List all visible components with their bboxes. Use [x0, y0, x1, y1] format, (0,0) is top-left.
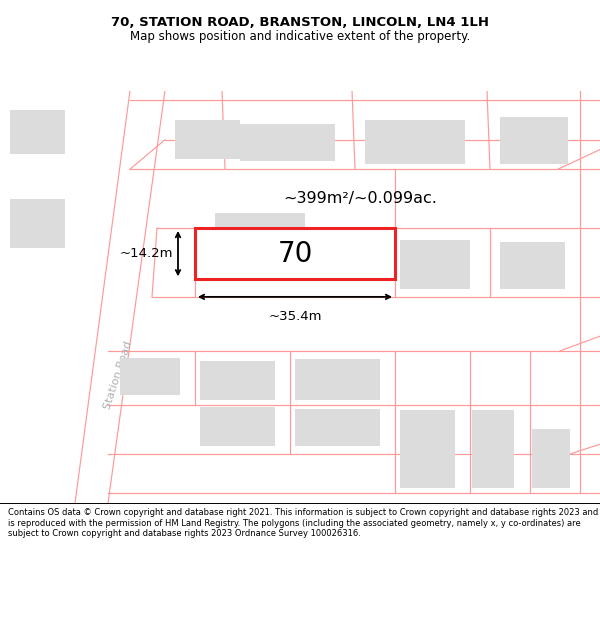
- Bar: [120, 357, 180, 395]
- Bar: [500, 242, 565, 289]
- Text: 70: 70: [277, 239, 313, 268]
- Text: ~35.4m: ~35.4m: [268, 309, 322, 322]
- Bar: [365, 120, 465, 164]
- Bar: [200, 407, 275, 446]
- Bar: [200, 361, 275, 400]
- Bar: [295, 359, 380, 400]
- Text: Station Road: Station Road: [102, 340, 134, 411]
- Bar: [295, 409, 380, 446]
- Bar: [175, 120, 240, 159]
- Bar: [240, 124, 335, 161]
- Bar: [400, 240, 470, 289]
- Bar: [10, 199, 65, 248]
- Text: ~14.2m: ~14.2m: [119, 247, 173, 260]
- Bar: [500, 117, 568, 164]
- Bar: [472, 410, 514, 488]
- Bar: [195, 228, 395, 279]
- Text: 70, STATION ROAD, BRANSTON, LINCOLN, LN4 1LH: 70, STATION ROAD, BRANSTON, LINCOLN, LN4…: [111, 16, 489, 29]
- Polygon shape: [75, 91, 165, 503]
- Bar: [10, 110, 65, 154]
- Text: Contains OS data © Crown copyright and database right 2021. This information is : Contains OS data © Crown copyright and d…: [8, 508, 598, 538]
- Bar: [400, 410, 455, 488]
- Text: Map shows position and indicative extent of the property.: Map shows position and indicative extent…: [130, 30, 470, 43]
- Text: ~399m²/~0.099ac.: ~399m²/~0.099ac.: [283, 191, 437, 206]
- Bar: [532, 429, 570, 488]
- Bar: [215, 213, 305, 278]
